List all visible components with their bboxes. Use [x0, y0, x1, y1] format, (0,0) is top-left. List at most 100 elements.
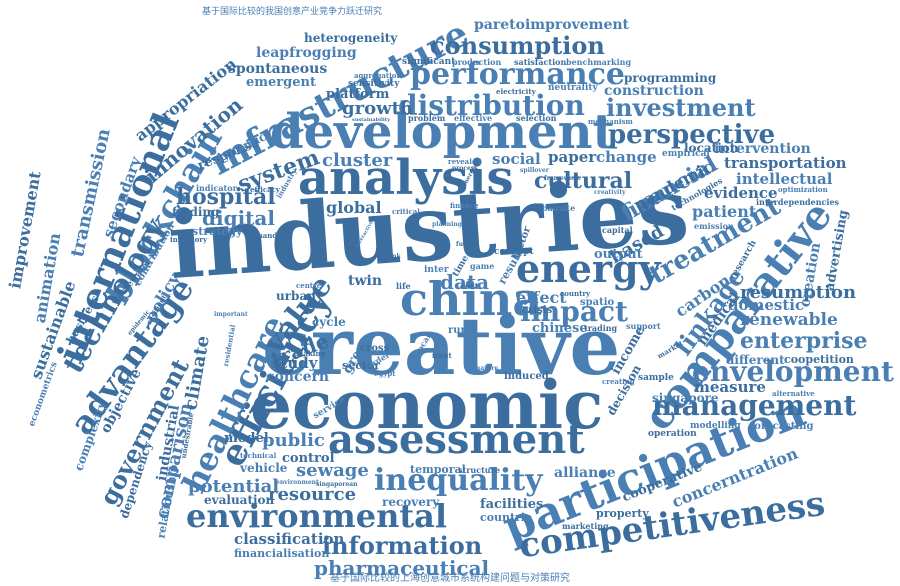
word-finance: finance — [450, 201, 479, 210]
word-singaporean: singaporean — [316, 481, 358, 488]
word-framework: framework — [544, 175, 581, 182]
word-electricity: electricity — [496, 87, 536, 96]
word-making: making — [296, 349, 326, 358]
word-climate: climate — [180, 334, 214, 412]
word-urban: urban — [276, 289, 316, 303]
word-cycle: cycle — [312, 315, 346, 329]
word-cluster: cluster — [322, 150, 393, 171]
word-effect: effect — [516, 288, 567, 307]
word-environmental: environmental — [186, 497, 447, 535]
word-platform: platform — [326, 87, 390, 102]
word-different: different — [726, 353, 785, 367]
word-marketing: marketing — [562, 521, 609, 531]
word-chinese: chinese — [532, 321, 588, 336]
word-creativity: creativity — [594, 189, 626, 196]
word-emergent: emergent — [246, 75, 316, 90]
word-evidence: evidence — [704, 184, 778, 202]
word-paretoimprovement: paretoimprovement — [474, 17, 629, 33]
word-game: game — [470, 261, 495, 271]
word-model: model — [224, 431, 269, 446]
word-nature: nature — [476, 365, 499, 372]
word-empirical: empirical — [662, 149, 710, 159]
word-recovery: recovery — [382, 495, 440, 509]
word-efficacy: efficacy — [250, 185, 280, 194]
word-analysis: analysis — [298, 150, 514, 206]
word-study: study — [272, 354, 318, 372]
word-development: development — [270, 104, 615, 160]
word-structure: structure — [458, 465, 500, 475]
word-rural: rural — [448, 325, 477, 336]
word-cost: cost — [460, 281, 479, 291]
word-effective: effective — [454, 113, 493, 123]
word-significant: significant — [402, 57, 456, 67]
word-centre: centre — [296, 281, 322, 290]
word-operation: operation — [648, 429, 697, 439]
word-distribution: distribution — [398, 89, 585, 122]
word-enterprise: enterprise — [740, 328, 868, 354]
word-trading: trading — [584, 323, 618, 333]
word-pharmaceutical: pharmaceutical — [314, 556, 490, 580]
word-fuel: fuel — [456, 241, 470, 248]
word-information: information — [322, 531, 483, 560]
word-alliance: alliance — [554, 465, 616, 481]
word-classification: classification — [234, 530, 345, 548]
word-digital: digital — [202, 206, 275, 230]
word-leapfrogging: leapfrogging — [256, 45, 357, 61]
word-management: management — [652, 389, 857, 422]
word-intervention: intervention — [714, 141, 811, 157]
word-potential: potential — [188, 476, 280, 497]
word-sewage: sewage — [296, 460, 369, 481]
word-alternative: alternative — [772, 389, 815, 398]
word-sample: sample — [638, 373, 674, 383]
word-satisfaction: satisfaction — [514, 57, 567, 67]
word-output: output — [594, 247, 643, 262]
word-construction: construction — [604, 83, 704, 99]
word-global: global — [326, 198, 382, 217]
word-envelopment: envelopment — [692, 355, 894, 388]
word-energy: energy — [516, 246, 661, 291]
word-hospital: hospital — [176, 184, 276, 210]
word-change: change — [596, 148, 657, 166]
word-intellectual: intellectual — [736, 170, 833, 188]
word-spontaneous: spontaneous — [228, 61, 328, 77]
word-creative: creative — [262, 299, 621, 393]
word-inequality: inequality — [374, 463, 543, 498]
word-cross: cross — [360, 343, 390, 354]
word-public: public — [262, 430, 325, 451]
word-emission: emission — [694, 221, 734, 231]
word-sensitivity: sensitivity — [348, 79, 400, 89]
word-concept: concept — [494, 247, 534, 257]
word-bank: bank — [384, 253, 401, 260]
word-temporal: temporal — [410, 463, 466, 476]
word-finding: finding — [172, 205, 220, 219]
word-capital: capital — [602, 225, 633, 235]
word-countrie: countrie — [480, 511, 533, 524]
word-cultural: cultural — [534, 168, 633, 194]
word-mechanism: mechanism — [588, 117, 633, 126]
word-transportation: transportation — [724, 154, 847, 172]
word-sustainability: sustainability — [352, 117, 390, 123]
word-problem: problem — [408, 113, 446, 123]
word-production: production — [452, 57, 502, 67]
word-twin: twin — [348, 273, 383, 289]
word-resumption: resumption — [740, 282, 857, 303]
word-modelling: modelling — [690, 421, 741, 431]
word-data: data — [440, 270, 490, 294]
word-investment: investment — [606, 93, 756, 122]
word-bauxite: bauxite — [542, 203, 576, 213]
word-measure: measure — [694, 378, 766, 396]
word-economic: economic — [250, 366, 604, 444]
word-singapore: singapore — [652, 391, 719, 405]
word-egypt: egypt — [374, 369, 396, 378]
word-life: life — [396, 281, 411, 291]
word-patient: patient — [692, 202, 757, 221]
word-support: support — [626, 321, 661, 331]
word-optimization: optimization — [778, 185, 828, 194]
word-coopetition: coopetition — [784, 353, 854, 366]
word-impact: impact — [520, 295, 628, 328]
word-financialisation: financialisation — [234, 547, 330, 560]
word-social: social — [492, 150, 541, 168]
word-benchmarking: benchmarking — [566, 57, 632, 67]
word-paper: paper — [548, 148, 597, 166]
